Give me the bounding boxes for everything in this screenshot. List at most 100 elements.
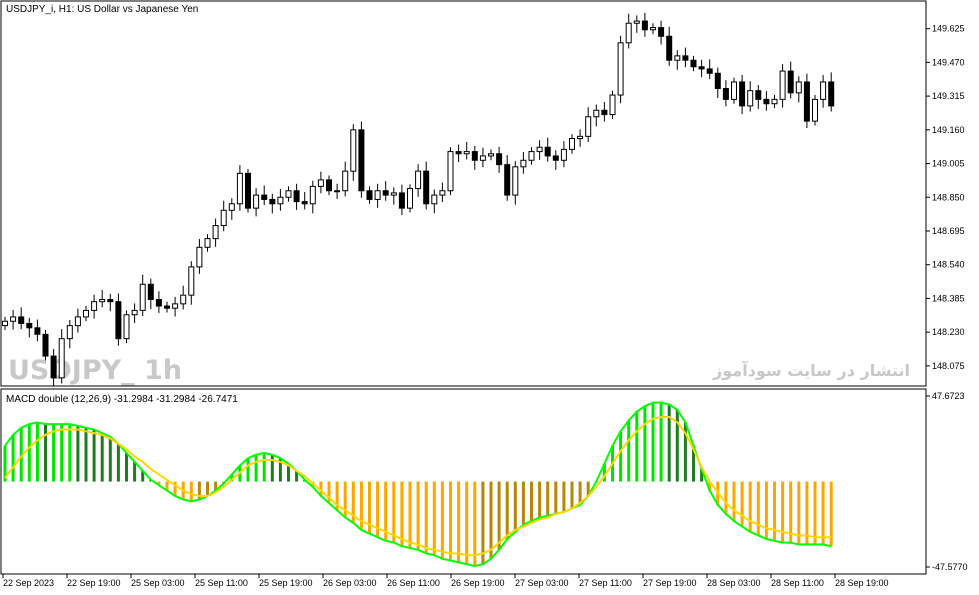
candle <box>10 309 17 330</box>
bull-candle-body <box>577 135 584 140</box>
bear-candle-body <box>18 316 25 324</box>
bear-candle-body <box>722 87 729 100</box>
candle <box>569 134 575 154</box>
bear-candle-body <box>164 305 170 309</box>
candle <box>731 77 737 104</box>
price-pane[interactable] <box>0 0 927 387</box>
bear-candle-body <box>763 98 770 105</box>
symbol-watermark: USDJPY_ 1h <box>8 355 182 386</box>
price-tick-label: 148.540 <box>932 260 965 270</box>
candle <box>520 152 527 174</box>
histogram-bar <box>521 481 525 525</box>
bear-candle-body <box>107 299 114 303</box>
bull-candle-body <box>463 151 470 155</box>
bull-candle-body <box>560 148 567 161</box>
candle <box>820 75 827 108</box>
bull-candle-body <box>795 81 802 94</box>
candle <box>196 239 203 274</box>
candle <box>342 161 349 197</box>
bear-candle-body <box>690 59 697 68</box>
bull-candle-body <box>407 188 413 209</box>
candle <box>366 186 373 204</box>
macd-pane[interactable] <box>0 388 927 575</box>
bear-candle-body <box>366 190 373 200</box>
candle <box>293 183 300 210</box>
indicator-tick-label: 47.6723 <box>932 391 965 401</box>
histogram-bar <box>165 481 169 491</box>
histogram-bar <box>287 463 290 482</box>
candle <box>415 164 422 197</box>
histogram-bar <box>206 481 209 496</box>
indicator-label: MACD double (12,26,9) -31.2984 -31.2984 … <box>6 394 238 405</box>
histogram-bar <box>489 481 493 559</box>
price-tick-label: 149.160 <box>932 125 965 135</box>
histogram-bar <box>683 422 687 482</box>
histogram-bar <box>400 481 404 547</box>
time-axis: 22 Sep 2023 22 Sep 19:00 25 Sep 03:00 25 Se… <box>2 574 889 588</box>
bull-candle-body <box>512 166 519 196</box>
candle <box>317 171 324 194</box>
candle <box>431 189 438 214</box>
bull-candle-body <box>180 294 187 305</box>
time-tick-label: 27 Sep 19:00 <box>643 578 697 588</box>
histogram-bar <box>125 452 128 482</box>
bull-candle-body <box>309 185 316 205</box>
bull-candle-body <box>212 225 219 240</box>
histogram-bar <box>295 470 299 482</box>
bear-candle-body <box>803 81 810 122</box>
bull-candle-body <box>439 190 446 196</box>
candles-layer <box>2 12 835 387</box>
price-tick-label: 149.005 <box>932 159 965 169</box>
bull-candle-body <box>415 170 422 190</box>
candle <box>674 50 681 70</box>
bear-candle-body <box>455 151 462 155</box>
candle <box>625 13 632 49</box>
histogram-bar <box>675 409 679 482</box>
candle <box>131 303 138 324</box>
macd-lines-layer <box>4 401 832 567</box>
histogram-bar <box>278 458 282 482</box>
bear-candle-body <box>706 68 713 74</box>
histogram-bar <box>756 481 760 536</box>
histogram-bar <box>100 433 104 482</box>
candle <box>706 59 713 79</box>
bull-candle-body <box>350 129 357 172</box>
histogram-bar <box>384 481 388 541</box>
candle <box>204 234 211 252</box>
bear-candle-body <box>714 72 721 89</box>
bull-candle-body <box>66 325 73 340</box>
bear-candle-body <box>398 192 405 209</box>
bull-candle-body <box>536 146 543 153</box>
histogram-bar <box>692 445 695 482</box>
histogram-bar <box>108 436 112 482</box>
histogram-bar <box>254 454 258 482</box>
histogram-bar <box>44 424 47 482</box>
candle <box>439 182 446 203</box>
bull-candle-body <box>228 203 235 211</box>
histogram-bar <box>473 481 477 566</box>
candle <box>382 181 389 201</box>
candle <box>593 104 600 127</box>
bear-candle-body <box>666 35 673 61</box>
candle <box>739 75 746 115</box>
candle <box>787 61 794 99</box>
histogram-bar <box>546 481 550 516</box>
time-tick-label: 27 Sep 03:00 <box>515 578 569 588</box>
histogram-bar <box>627 420 631 482</box>
time-tick-label: 25 Sep 11:00 <box>195 578 248 588</box>
histogram-bar <box>813 481 817 545</box>
candle <box>253 188 260 217</box>
bull-candle-body <box>317 179 324 187</box>
bull-candle-body <box>585 116 592 137</box>
candle <box>180 285 187 310</box>
time-tick-label: 25 Sep 19:00 <box>259 578 313 588</box>
histogram-bar <box>602 463 606 482</box>
candle <box>261 185 268 206</box>
candle <box>641 12 648 37</box>
bull-candle-body <box>812 98 818 122</box>
time-tick-label: 22 Sep 19:00 <box>67 578 121 588</box>
histogram-bar <box>408 481 412 549</box>
indicator-axis: 47.6723 -47.5770 <box>926 391 968 572</box>
bear-candle-body <box>358 129 365 192</box>
